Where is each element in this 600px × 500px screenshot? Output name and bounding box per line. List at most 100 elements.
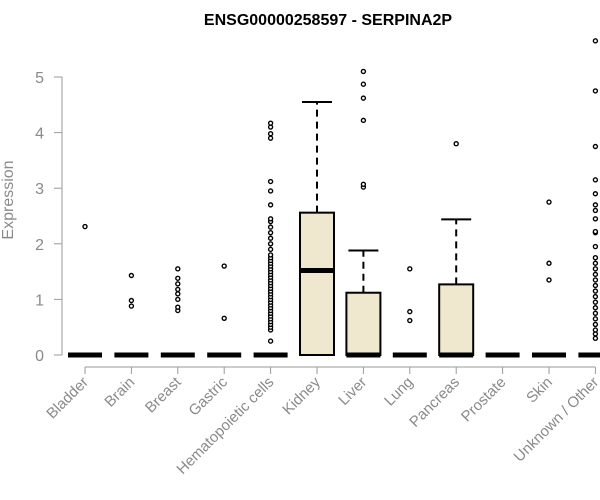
outlier-point: [546, 199, 552, 205]
outlier-point: [592, 191, 599, 197]
outlier-point: [592, 277, 599, 283]
box-group-bladder: [68, 223, 102, 358]
outlier-point: [267, 246, 274, 253]
outlier-point: [592, 243, 599, 250]
box: [438, 283, 475, 356]
outlier-point: [592, 293, 599, 300]
chart-title: ENSG00000258597 - SERPINA2P: [204, 12, 452, 29]
outlier-point: [175, 275, 181, 281]
outlier-point: [267, 202, 274, 208]
outlier-point: [221, 263, 227, 269]
outlier-point: [267, 252, 274, 258]
box-group-brain: [114, 272, 149, 358]
outlier-point: [267, 224, 274, 230]
outlier-point: [592, 310, 599, 316]
outlier-point: [267, 338, 274, 344]
box-group-skin: [532, 199, 566, 358]
x-tick-label: Bladder: [43, 374, 92, 423]
x-tick-label: Skin: [523, 374, 556, 407]
outlier-point: [592, 260, 599, 266]
outlier-point: [592, 299, 599, 305]
box-group-pancreas: [438, 141, 475, 358]
outlier-point: [546, 260, 552, 266]
outlier-point: [592, 202, 599, 208]
x-tick-label: Kidney: [279, 373, 324, 418]
outlier-point: [267, 241, 274, 247]
outlier-point: [407, 317, 413, 324]
box: [345, 291, 382, 356]
outlier-point: [267, 229, 274, 236]
outlier-point: [592, 316, 599, 322]
outlier-point: [267, 188, 274, 194]
outlier-point: [592, 282, 599, 289]
box: [299, 211, 335, 356]
y-tick-label: 5: [35, 70, 44, 87]
outlier-point: [592, 305, 599, 311]
outlier-point: [128, 272, 135, 279]
outlier-point: [267, 120, 274, 126]
outlier-point: [267, 135, 274, 141]
outlier-point: [592, 143, 599, 150]
y-tick-label: 2: [35, 237, 44, 254]
outlier-point: [360, 117, 367, 124]
box-group-lung: [392, 266, 427, 358]
outlier-point: [592, 207, 599, 214]
box-group-kidney: [299, 101, 335, 356]
x-tick-label: Unknown / Other: [511, 374, 600, 466]
outlier-point: [407, 308, 413, 315]
box-group-unknown-other: [578, 38, 600, 358]
outlier-point: [175, 291, 181, 297]
outlier-point: [546, 277, 552, 283]
outlier-point: [360, 181, 367, 188]
y-tick-label: 3: [35, 181, 44, 198]
box-group-breast: [160, 266, 195, 358]
boxes: [68, 38, 600, 358]
outlier-point: [360, 68, 367, 75]
box-group-hematopoietic-cells: [253, 120, 288, 358]
y-axis: 0 1 2 3 4 5: [35, 70, 63, 365]
outlier-point: [175, 266, 181, 272]
outlier-point: [592, 38, 599, 44]
outlier-point: [592, 255, 599, 261]
x-tick-label: Prostate: [458, 374, 510, 426]
x-tick-label: Lung: [381, 374, 417, 410]
outlier-point: [592, 327, 599, 333]
outlier-point: [592, 216, 599, 222]
y-tick-label: 0: [35, 348, 44, 365]
outlier-point: [175, 281, 181, 287]
box-group-gastric: [207, 263, 242, 358]
outlier-point: [592, 321, 599, 328]
outlier-point: [128, 297, 135, 304]
outlier-point: [592, 335, 599, 342]
outlier-point: [267, 131, 274, 137]
outlier-point: [592, 228, 599, 235]
outlier-point: [267, 216, 274, 222]
outlier-point: [592, 266, 599, 272]
outlier-point: [128, 303, 135, 309]
outlier-point: [453, 141, 459, 147]
outlier-point: [360, 81, 367, 87]
x-tick-label: Gastric: [185, 373, 231, 419]
y-tick-label: 4: [35, 126, 44, 143]
outlier-point: [175, 286, 181, 293]
outlier-point: [175, 304, 181, 310]
x-tick-label: Liver: [335, 374, 370, 409]
x-tick-label: Brain: [101, 374, 138, 411]
x-tick-label: Breast: [142, 373, 185, 416]
outlier-point: [82, 223, 88, 230]
y-axis-label: Expression: [0, 160, 17, 239]
outlier-point: [267, 235, 274, 241]
outlier-point: [407, 266, 413, 272]
outlier-point: [360, 95, 367, 101]
x-tick-label: Pancreas: [406, 374, 463, 431]
outlier-point: [267, 178, 274, 185]
outlier-point: [592, 271, 599, 278]
outlier-point: [592, 177, 599, 183]
outlier-point: [175, 296, 181, 303]
y-tick-label: 1: [35, 292, 44, 309]
box-group-liver: [345, 68, 382, 358]
outlier-point: [221, 315, 227, 322]
outlier-point: [592, 88, 599, 94]
